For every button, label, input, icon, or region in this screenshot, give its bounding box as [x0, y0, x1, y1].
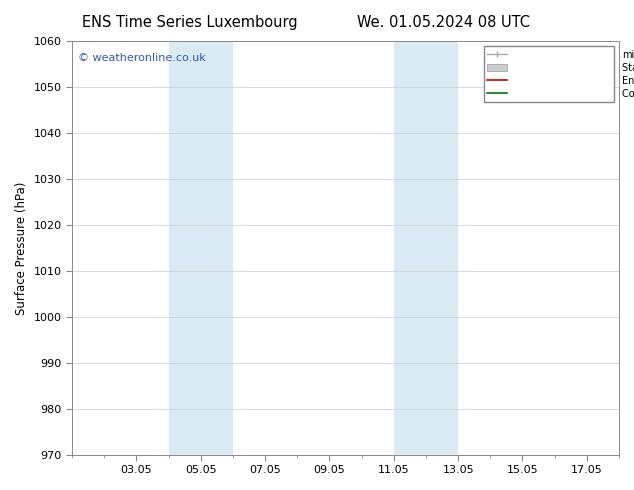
Text: We. 01.05.2024 08 UTC: We. 01.05.2024 08 UTC — [358, 15, 530, 30]
Legend: min/max, Standard deviation, Ensemble mean run, Controll run: min/max, Standard deviation, Ensemble me… — [484, 46, 614, 102]
Text: © weatheronline.co.uk: © weatheronline.co.uk — [77, 53, 205, 64]
Bar — [394, 41, 458, 455]
Text: ENS Time Series Luxembourg: ENS Time Series Luxembourg — [82, 15, 298, 30]
Bar — [169, 41, 233, 455]
Y-axis label: Surface Pressure (hPa): Surface Pressure (hPa) — [15, 181, 28, 315]
